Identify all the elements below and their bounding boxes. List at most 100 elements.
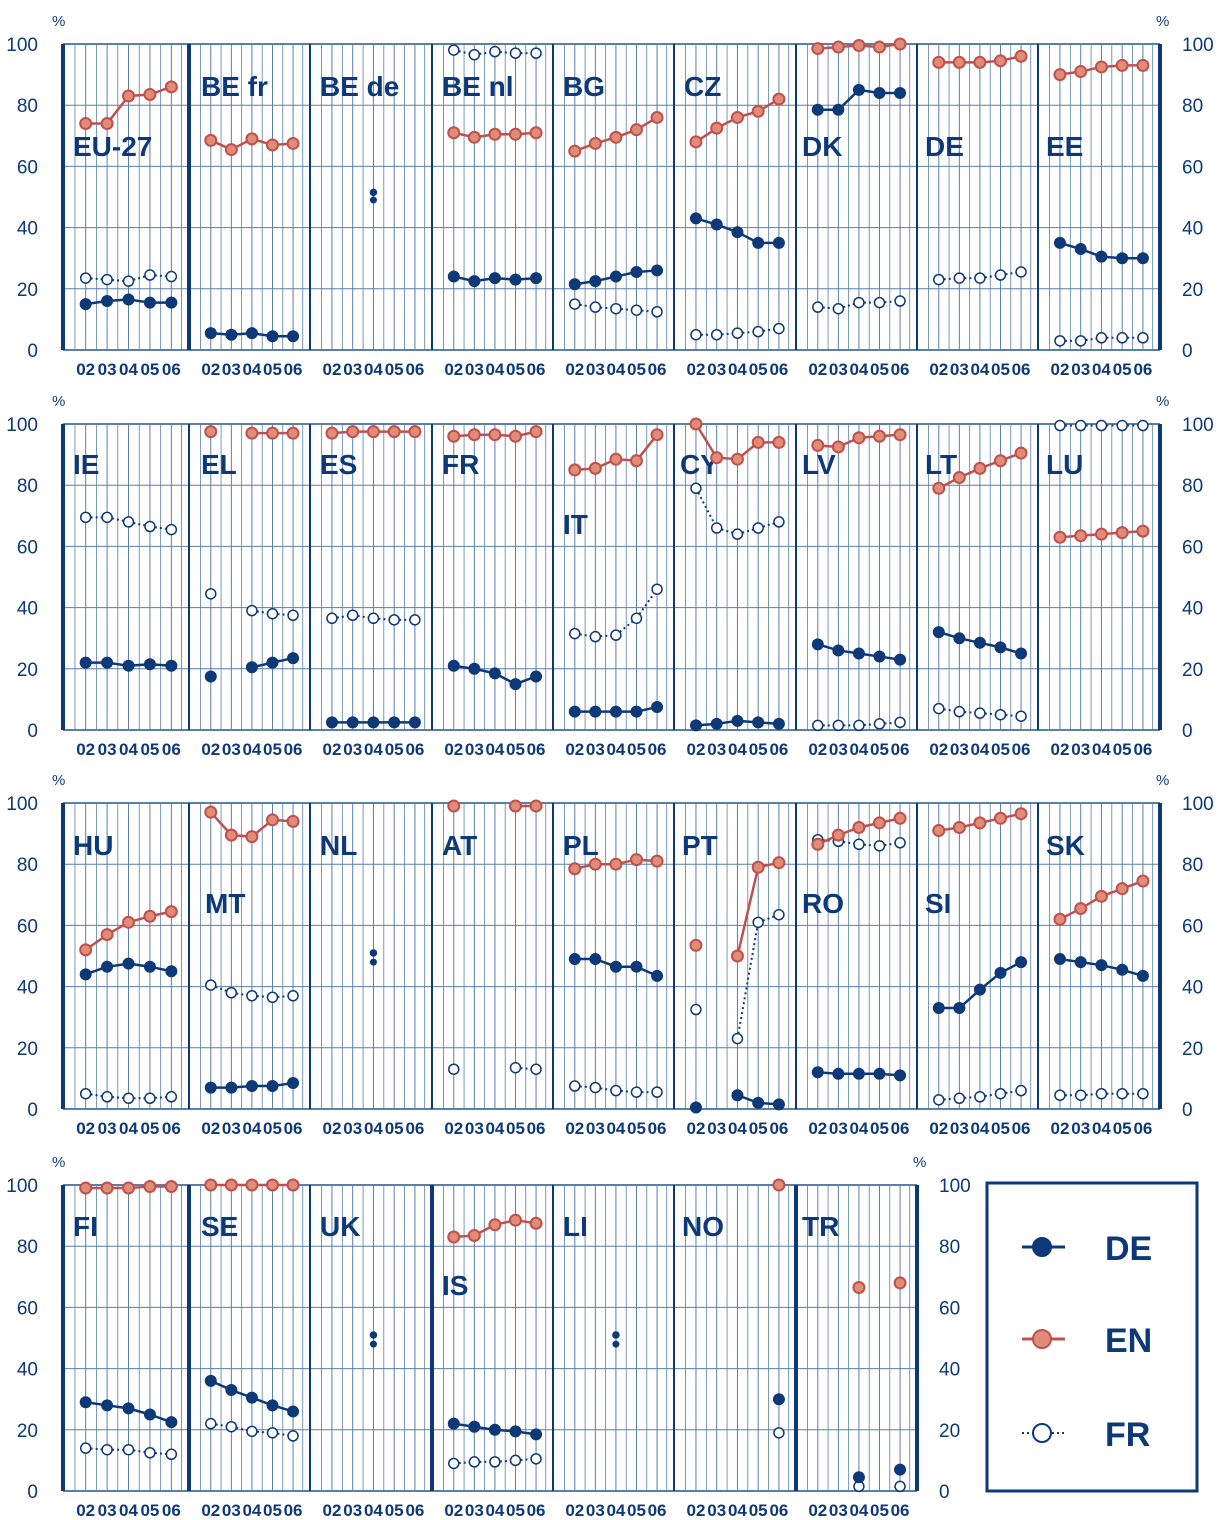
data-point-en <box>952 471 966 485</box>
data-point-en <box>245 426 259 440</box>
x-tick-label: 04 <box>242 1501 261 1520</box>
x-tick-label: 06 <box>405 360 424 379</box>
data-point-en <box>973 816 987 830</box>
panel-label: DE <box>925 131 964 162</box>
x-tick-label: 04 <box>728 360 747 379</box>
data-point-en <box>588 461 602 475</box>
data-point-en <box>772 1178 786 1192</box>
data-point-de <box>101 960 114 973</box>
data-point-fr <box>773 322 785 335</box>
y-tick-label-right: 40 <box>1182 978 1203 999</box>
data-point-de <box>488 272 501 285</box>
x-tick-label: 02 <box>1050 1119 1069 1138</box>
series-line-fr <box>272 994 294 999</box>
x-tick-label: 04 <box>970 1119 989 1138</box>
series-line-fr <box>85 1447 108 1451</box>
x-tick-label: 04 <box>119 360 138 379</box>
data-point-en <box>1074 65 1088 79</box>
panel-label: EE <box>1046 131 1083 162</box>
data-point-de <box>101 656 114 669</box>
x-tick-label: 03 <box>829 740 848 759</box>
data-point-de <box>772 236 785 249</box>
x-tick-label: 06 <box>891 740 910 759</box>
y-tick-label-right: 100 <box>1182 415 1214 436</box>
data-point-de <box>143 658 156 671</box>
data-point-en <box>609 857 623 871</box>
data-point-en <box>508 1213 522 1227</box>
data-point-fr <box>165 270 178 283</box>
panel-label: PL <box>563 830 599 861</box>
x-tick-label: 06 <box>891 1501 910 1520</box>
panel-label: PT <box>682 830 718 861</box>
data-point-fr <box>752 522 764 534</box>
data-point-de <box>266 1399 279 1412</box>
y-tick-label-right: 20 <box>1182 1039 1203 1060</box>
data-point-en <box>529 126 543 140</box>
data-point-fr <box>569 298 581 310</box>
series-line-fr <box>574 303 596 309</box>
data-point-en <box>265 1178 279 1192</box>
data-point-de <box>245 1080 258 1093</box>
series-line-fr <box>107 1095 129 1100</box>
data-point-en <box>751 860 765 874</box>
data-point-en <box>143 87 157 101</box>
data-point-fr <box>933 273 945 286</box>
data-point-en <box>973 55 987 69</box>
x-tick-label: 03 <box>343 1119 362 1138</box>
data-point-en <box>447 799 461 813</box>
series-line-fr <box>1000 270 1022 277</box>
data-point-fr <box>710 522 723 534</box>
series-line-fr <box>1000 1089 1022 1095</box>
x-tick-label: 06 <box>1133 360 1152 379</box>
data-point-de <box>731 226 744 239</box>
data-point-de <box>811 103 824 116</box>
data-point-en <box>224 143 238 157</box>
y-tick-label-right: 40 <box>1182 599 1203 620</box>
y-tick-label-left: 100 <box>6 1176 38 1197</box>
data-point-fr <box>509 1454 522 1467</box>
data-point-en <box>508 127 522 141</box>
x-tick-label: 04 <box>242 740 261 759</box>
data-point-en <box>325 426 339 440</box>
x-tick-label: 03 <box>222 1119 241 1138</box>
unit-label-right: % <box>1156 13 1169 30</box>
data-point-de <box>832 1067 845 1080</box>
y-tick-label-left: 80 <box>17 96 38 117</box>
y-tick-label-right: 40 <box>1182 219 1203 240</box>
data-point-en <box>609 452 623 466</box>
x-tick-label: 05 <box>263 1119 282 1138</box>
data-point-fr <box>873 296 886 309</box>
data-point-fr <box>409 614 421 626</box>
series-line-fr <box>979 1092 1001 1098</box>
series-line-fr <box>331 614 353 620</box>
x-tick-label: 04 <box>606 740 625 759</box>
x-tick-label: 03 <box>1071 1119 1090 1138</box>
data-point-en <box>893 811 907 825</box>
x-tick-label: 03 <box>98 360 117 379</box>
series-line-fr <box>737 330 759 335</box>
data-point-en <box>893 1276 907 1290</box>
panel-label: IT <box>563 509 588 540</box>
x-tick-label: 06 <box>769 1501 788 1520</box>
y-tick-label-right: 80 <box>1182 96 1203 117</box>
series-line-fr <box>938 707 960 713</box>
data-point-en <box>650 110 664 124</box>
series-line-fr <box>453 1460 475 1465</box>
data-point-de <box>609 705 622 718</box>
x-tick-label: 02 <box>322 1501 341 1520</box>
x-tick-label: 04 <box>849 740 868 759</box>
x-tick-label: 02 <box>201 360 220 379</box>
legend-label: FR <box>1105 1416 1150 1454</box>
data-point-en <box>852 820 866 834</box>
data-point-de <box>852 647 865 660</box>
data-point-en <box>689 417 703 431</box>
data-point-fr <box>752 325 764 338</box>
data-point-de <box>994 641 1007 654</box>
series-line-fr <box>85 277 108 281</box>
series-line-fr <box>474 50 496 56</box>
data-point-de <box>894 86 907 99</box>
data-point-de <box>488 667 501 680</box>
data-point-fr <box>509 47 522 59</box>
x-tick-label: 02 <box>76 1501 95 1520</box>
y-tick-label-left: 100 <box>6 415 38 436</box>
